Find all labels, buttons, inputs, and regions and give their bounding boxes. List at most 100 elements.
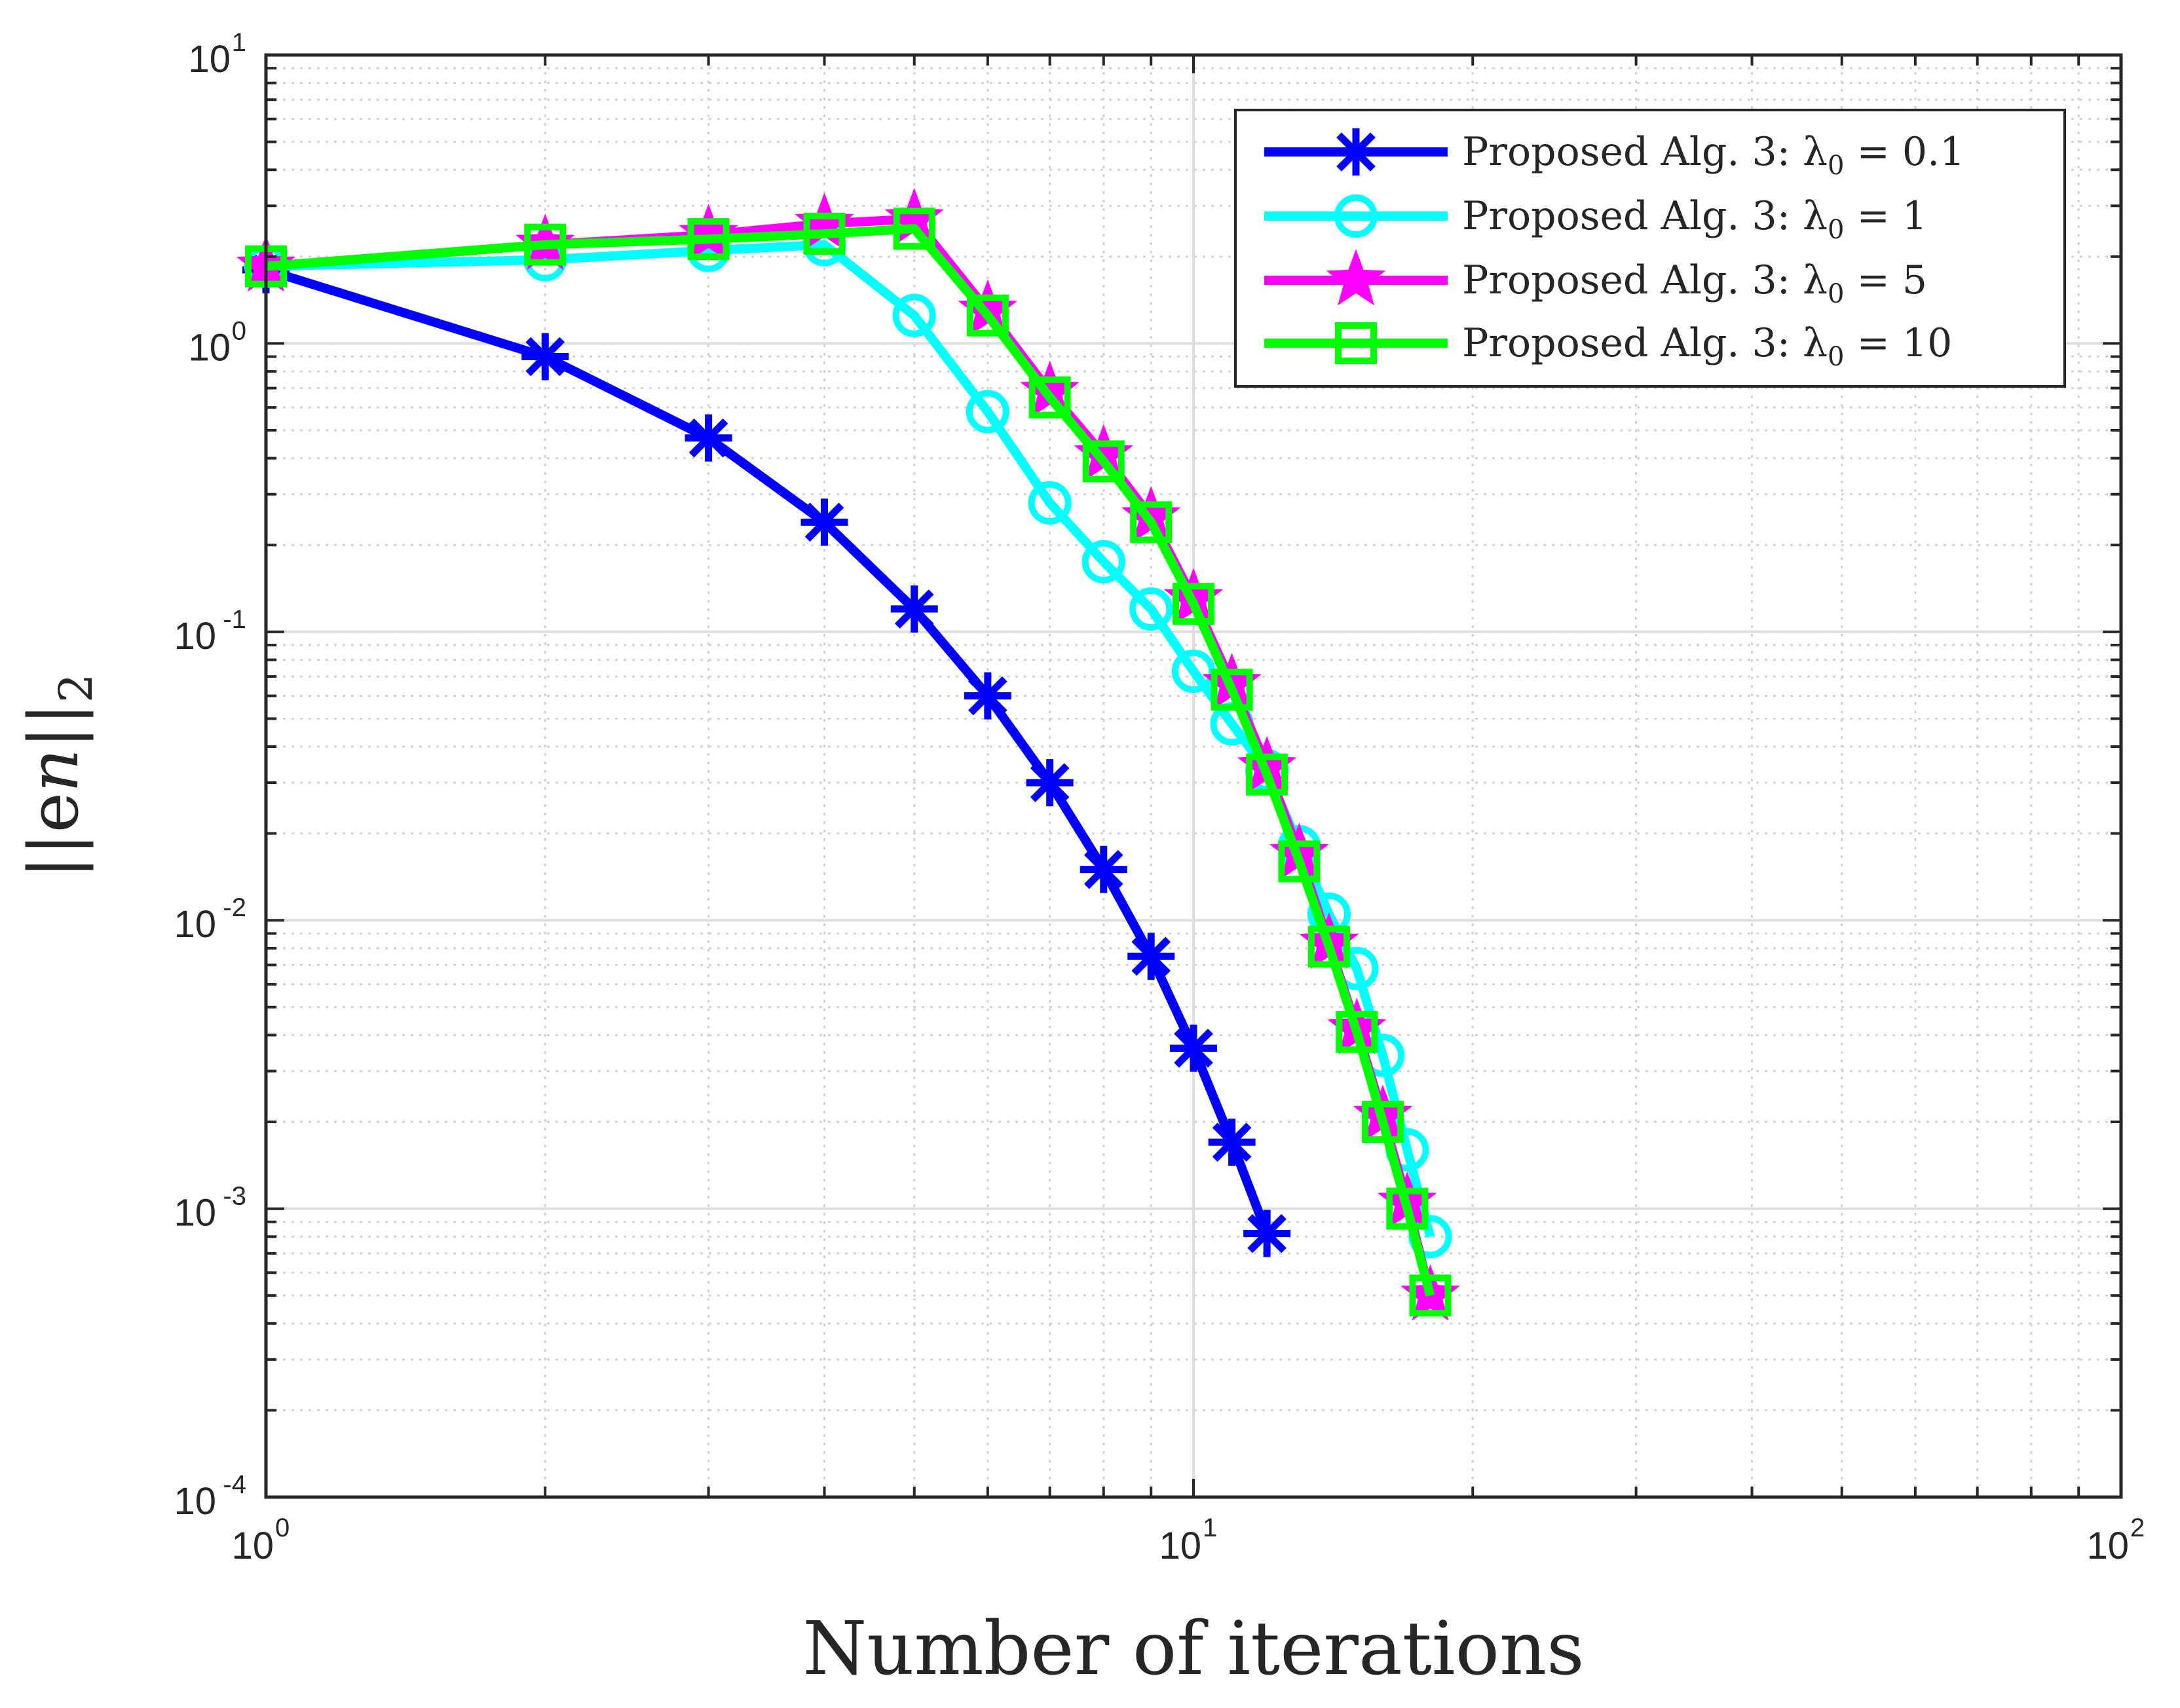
legend-label: Proposed Alg. 3: λ0 = 1	[1462, 193, 1927, 245]
data-point-circle	[1129, 587, 1173, 631]
data-point-square	[1386, 1187, 1429, 1230]
data-point-square	[803, 212, 846, 255]
data-point-asterisk	[1332, 128, 1380, 176]
x-axis-title: Number of iterations	[802, 1606, 1584, 1692]
x-tick-label-base: 10	[231, 1525, 274, 1567]
legend-item: Proposed Alg. 3: λ0 = 5	[1264, 249, 1928, 309]
asterisk-stroke	[1131, 937, 1171, 976]
y-axis-title-suffix: ||	[14, 703, 94, 749]
asterisk-stroke	[894, 589, 934, 629]
legend-item: Proposed Alg. 3: λ0 = 1	[1264, 193, 1927, 245]
data-point-square	[1130, 501, 1173, 544]
data-point-asterisk	[1170, 1024, 1217, 1072]
y-tick-label-exponent: -2	[223, 893, 246, 922]
data-point-circle	[892, 293, 936, 337]
x-tick-label-base: 10	[1159, 1525, 1201, 1567]
data-point-asterisk	[1026, 759, 1074, 807]
legend-label-prefix: Proposed Alg. 3: λ	[1462, 129, 1828, 175]
series-layer	[236, 187, 1460, 1321]
legend-label-suffix: = 1	[1845, 193, 1928, 239]
legend-label-subscript: 0	[1828, 279, 1844, 309]
y-tick-label-exponent: -4	[223, 1470, 246, 1499]
y-tick-label-base: 10	[188, 326, 231, 369]
legend-label: Proposed Alg. 3: λ0 = 0.1	[1462, 129, 1964, 181]
asterisk-stroke	[1212, 1123, 1252, 1162]
data-point-square	[524, 223, 567, 266]
data-point-asterisk	[1127, 933, 1175, 980]
asterisk-stroke	[1247, 1214, 1287, 1253]
data-point-asterisk	[1080, 845, 1127, 893]
x-tick-labels: 10 0 10 1 10 2	[231, 1513, 2145, 1567]
y-tick-label: 110	[188, 28, 246, 81]
data-point-circle	[1334, 194, 1378, 238]
data-point-asterisk	[685, 414, 732, 462]
y-tick-label-exponent: 1	[232, 28, 246, 57]
legend-label-prefix: Proposed Alg. 3: λ	[1462, 320, 1828, 366]
series	[245, 208, 1452, 1317]
y-tick-label: -210	[174, 893, 246, 946]
asterisk-stroke	[1174, 1028, 1213, 1068]
data-point-square	[1409, 1274, 1452, 1317]
y-tick-label-base: 10	[174, 1192, 216, 1235]
y-tick-label-base: 10	[188, 38, 231, 81]
asterisk-stroke	[1083, 849, 1123, 889]
data-point-circle	[966, 390, 1009, 434]
legend-label-suffix: = 0.1	[1845, 129, 1965, 175]
svg-text:||en||2: ||en||2	[14, 673, 103, 878]
data-point-asterisk	[890, 585, 938, 633]
y-axis-title-main: ||e	[14, 792, 94, 879]
x-tick-label-exponent: 0	[275, 1513, 290, 1542]
data-point-asterisk	[1243, 1210, 1291, 1257]
legend-item: Proposed Alg. 3: λ0 = 10	[1264, 320, 1952, 372]
legend-label-prefix: Proposed Alg. 3: λ	[1462, 193, 1828, 239]
y-tick-label-exponent: -3	[223, 1182, 246, 1211]
legend-label-suffix: = 5	[1845, 257, 1928, 303]
y-axis-title: ||en||2	[14, 673, 103, 878]
legend-label-subscript: 0	[1828, 342, 1844, 372]
y-tick-label: -310	[174, 1182, 246, 1235]
asterisk-stroke	[525, 337, 565, 377]
asterisk-stroke	[688, 418, 728, 458]
x-tick-label-exponent: 2	[2130, 1513, 2145, 1542]
y-tick-label: -410	[174, 1470, 246, 1523]
asterisk-stroke	[1336, 132, 1376, 172]
y-tick-label-exponent: -1	[223, 605, 246, 634]
legend-label-suffix: = 10	[1845, 320, 1953, 366]
data-point-square	[1278, 840, 1321, 883]
data-point-asterisk	[1208, 1119, 1256, 1166]
x-tick-label: 10 2	[2086, 1513, 2145, 1567]
data-point-square	[1173, 583, 1214, 625]
data-point-square	[893, 208, 935, 250]
series-line	[264, 265, 1271, 1236]
legend-label-subscript: 0	[1828, 215, 1844, 245]
asterisk-stroke	[1030, 763, 1070, 802]
x-tick-label: 10 1	[1159, 1513, 1217, 1567]
x-tick-label-exponent: 1	[1203, 1513, 1217, 1542]
data-point-star	[1326, 249, 1386, 306]
y-tick-label: -110	[174, 605, 246, 658]
data-point-circle	[1028, 481, 1072, 525]
y-tick-label-base: 10	[174, 903, 216, 946]
x-tick-label: 10 0	[231, 1513, 290, 1567]
legend-label-subscript: 0	[1828, 151, 1844, 181]
data-point-square	[1028, 376, 1071, 418]
y-axis-title-sub: n	[14, 749, 94, 792]
data-point-circle	[1081, 540, 1125, 584]
x-tick-label-base: 10	[2086, 1525, 2129, 1567]
series-markers	[245, 208, 1452, 1317]
y-tick-label-exponent: 0	[232, 316, 246, 345]
y-axis-title-subscript: 2	[49, 673, 103, 703]
data-point-square	[1246, 753, 1288, 796]
y-tick-label: 010	[188, 316, 246, 369]
asterisk-stroke	[968, 676, 1007, 716]
ticks	[265, 54, 2122, 1498]
legend-label-prefix: Proposed Alg. 3: λ	[1462, 257, 1828, 303]
data-point-square	[1211, 669, 1253, 711]
y-tick-label-base: 10	[174, 615, 216, 658]
data-point-square	[687, 218, 730, 261]
data-point-square	[1335, 322, 1377, 364]
